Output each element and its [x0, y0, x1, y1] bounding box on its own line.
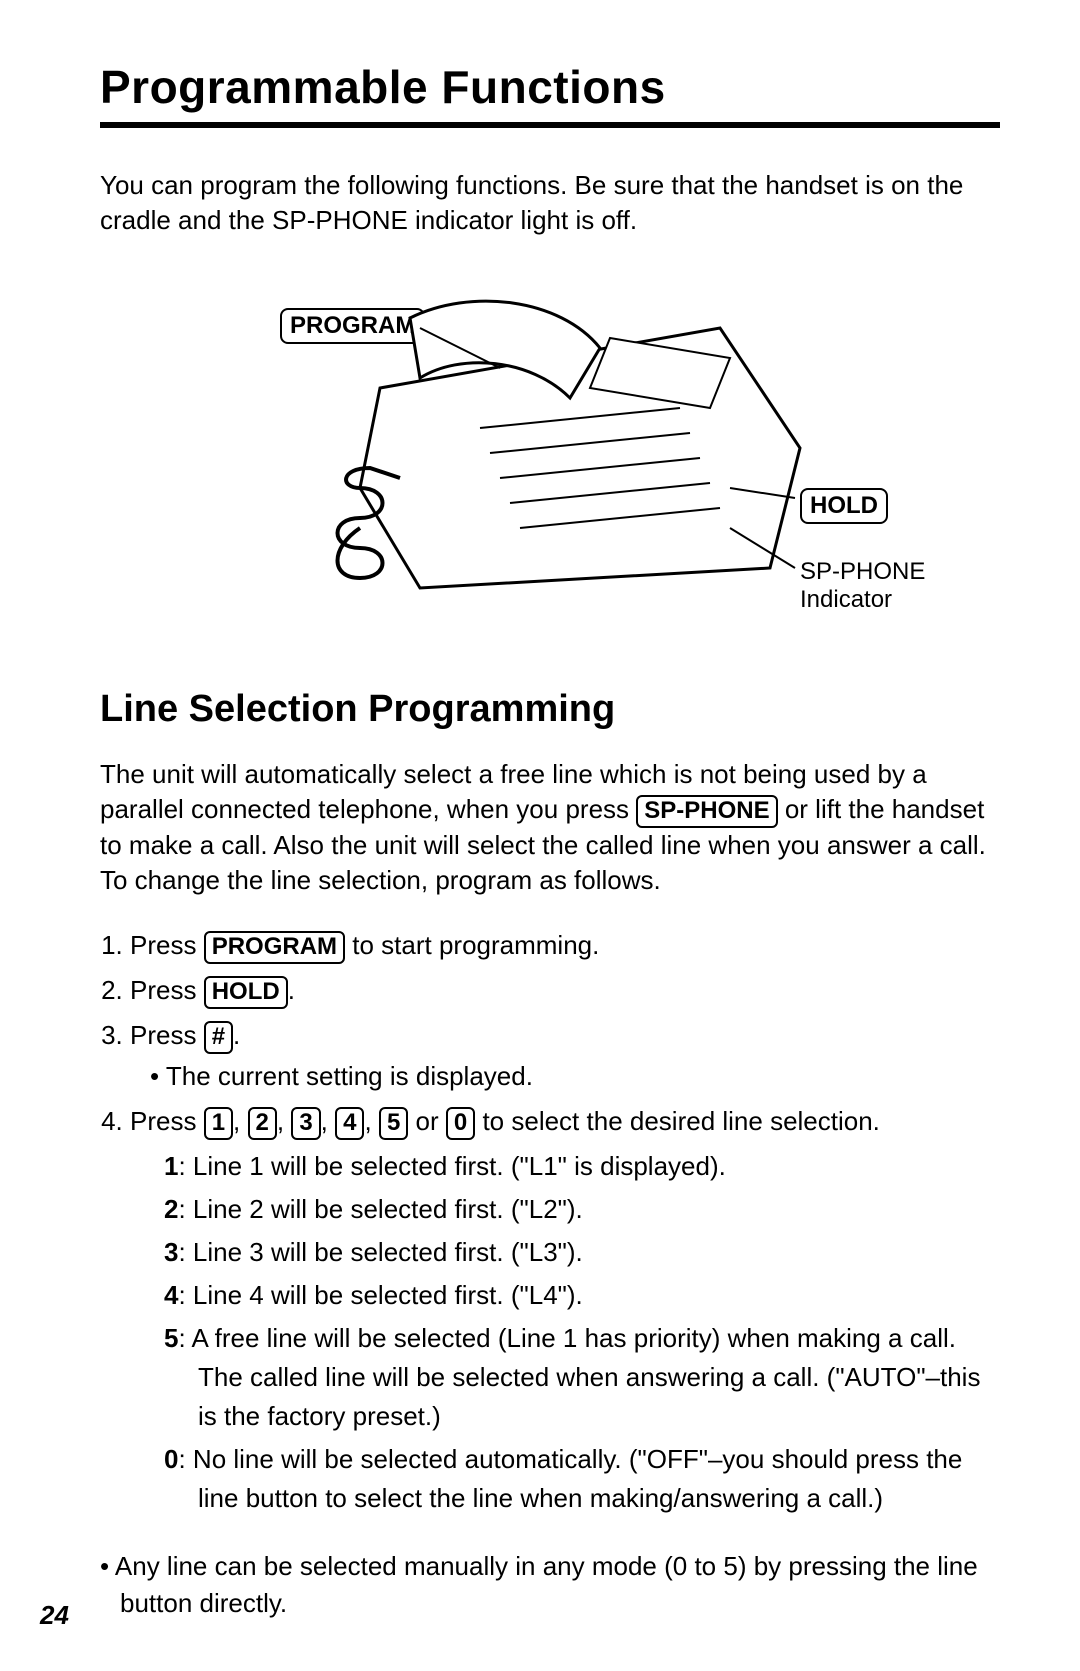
- title-rule: [100, 122, 1000, 128]
- key-1: 1: [204, 1107, 233, 1140]
- page-title: Programmable Functions: [100, 60, 1000, 114]
- phone-illustration: [300, 268, 820, 628]
- key-hash: #: [204, 1021, 233, 1054]
- section-title: Line Selection Programming: [100, 688, 1000, 731]
- option-5: 5: A free line will be selected (Line 1 …: [164, 1319, 1000, 1436]
- key-program: PROGRAM: [204, 931, 345, 964]
- option-1: 1: Line 1 will be selected first. ("L1" …: [164, 1147, 1000, 1186]
- options-list: 1: Line 1 will be selected first. ("L1" …: [130, 1147, 1000, 1518]
- key-0: 0: [446, 1107, 475, 1140]
- option-0: 0: No line will be selected automaticall…: [164, 1440, 1000, 1518]
- step-3-sub: The current setting is displayed.: [130, 1057, 1000, 1096]
- key-spphone: SP-PHONE: [636, 795, 777, 828]
- manual-page: Programmable Functions You can program t…: [0, 0, 1080, 1671]
- intro-paragraph: You can program the following functions.…: [100, 168, 1000, 238]
- label-spphone: SP-PHONE Indicator: [800, 558, 1000, 614]
- option-2: 2: Line 2 will be selected first. ("L2")…: [164, 1190, 1000, 1229]
- step-3: Press #. The current setting is displaye…: [130, 1016, 1000, 1096]
- footer-note: • Any line can be selected manually in a…: [100, 1548, 1000, 1621]
- step-3-bullet: The current setting is displayed.: [150, 1057, 1000, 1096]
- option-4: 4: Line 4 will be selected first. ("L4")…: [164, 1276, 1000, 1315]
- page-number: 24: [40, 1600, 69, 1631]
- option-3: 3: Line 3 will be selected first. ("L3")…: [164, 1233, 1000, 1272]
- key-3: 3: [291, 1107, 320, 1140]
- step-1: Press PROGRAM to start programming.: [130, 926, 1000, 965]
- step-2: Press HOLD.: [130, 971, 1000, 1010]
- step-4: Press 1, 2, 3, 4, 5 or 0 to select the d…: [130, 1102, 1000, 1518]
- key-hold: HOLD: [204, 976, 288, 1009]
- steps-list: Press PROGRAM to start programming. Pres…: [100, 926, 1000, 1518]
- section-paragraph: The unit will automatically select a fre…: [100, 757, 1000, 898]
- key-2: 2: [248, 1107, 277, 1140]
- key-5: 5: [379, 1107, 408, 1140]
- key-4: 4: [335, 1107, 364, 1140]
- phone-figure: PROGRAM HOLD SP-PHONE Indicator: [100, 268, 1000, 648]
